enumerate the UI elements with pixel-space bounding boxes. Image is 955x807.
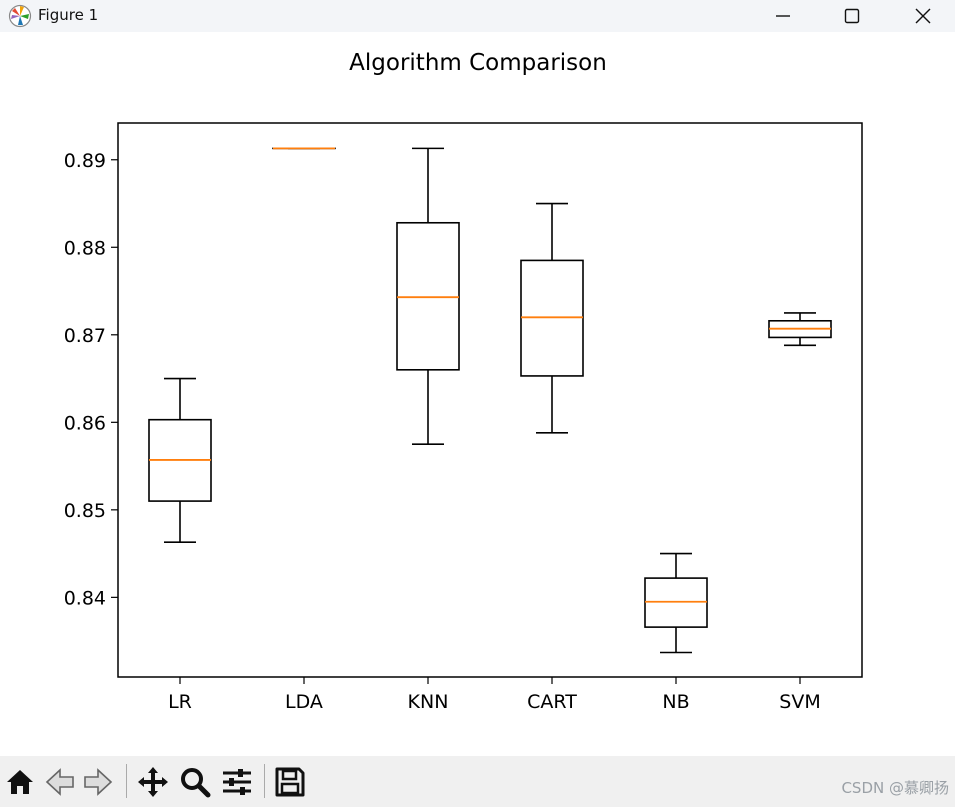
y-tick-label: 0.85 <box>64 500 106 522</box>
back-icon <box>45 768 74 796</box>
minimize-icon <box>776 15 790 17</box>
save-icon <box>275 767 305 797</box>
box-svm <box>768 312 832 347</box>
x-tick-label: SVM <box>779 691 820 713</box>
window-title: Figure 1 <box>38 6 99 24</box>
close-button[interactable] <box>893 0 953 32</box>
forward-button[interactable] <box>80 764 116 800</box>
box-lr <box>148 377 212 544</box>
y-tick-label: 0.84 <box>64 587 106 609</box>
box-plot-chart: Algorithm Comparison 0.840.850.860.870.8… <box>64 50 863 713</box>
y-tick-label: 0.89 <box>64 150 106 172</box>
maximize-icon <box>844 8 860 24</box>
save-button[interactable] <box>272 764 308 800</box>
window-titlebar: Figure 1 <box>0 0 955 32</box>
back-button[interactable] <box>42 764 78 800</box>
box-series <box>148 147 832 654</box>
watermark-text: CSDN @慕卿扬 <box>841 779 949 797</box>
y-tick-label: 0.86 <box>64 412 106 434</box>
minimize-button[interactable] <box>753 0 813 32</box>
matplotlib-icon <box>8 4 32 28</box>
x-tick-label: KNN <box>408 691 449 713</box>
forward-icon <box>84 768 113 796</box>
configure-subplots-button[interactable] <box>219 764 255 800</box>
toolbar-separator <box>264 764 265 798</box>
x-axis: LR LDA KNN CART NB SVM <box>168 677 821 713</box>
maximize-button[interactable] <box>822 0 882 32</box>
zoom-icon <box>181 768 211 798</box>
y-tick-label: 0.87 <box>64 325 106 347</box>
toolbar-separator <box>126 764 127 798</box>
figure-canvas: Algorithm Comparison 0.84 0.85 0.86 0.87 0.8… <box>0 32 955 756</box>
box-knn <box>396 147 460 445</box>
configure-subplots-icon <box>223 769 251 795</box>
home-button[interactable] <box>2 764 38 800</box>
x-tick-label: CART <box>527 691 577 713</box>
zoom-button[interactable] <box>177 764 213 800</box>
close-icon <box>915 8 931 24</box>
x-tick-label: LR <box>168 691 192 713</box>
box-nb <box>644 552 708 654</box>
y-tick-label: 0.88 <box>64 237 106 259</box>
navigation-toolbar <box>0 756 955 807</box>
x-tick-label: LDA <box>285 691 323 713</box>
box-cart <box>520 202 584 434</box>
pan-icon <box>138 767 168 797</box>
chart-title: Algorithm Comparison <box>349 50 607 76</box>
x-tick-label: NB <box>662 691 689 713</box>
plot-area-frame <box>117 122 863 678</box>
pan-button[interactable] <box>135 764 171 800</box>
y-axis: 0.84 0.85 0.86 0.87 0.88 0.89 <box>64 150 118 609</box>
home-icon <box>7 770 33 794</box>
